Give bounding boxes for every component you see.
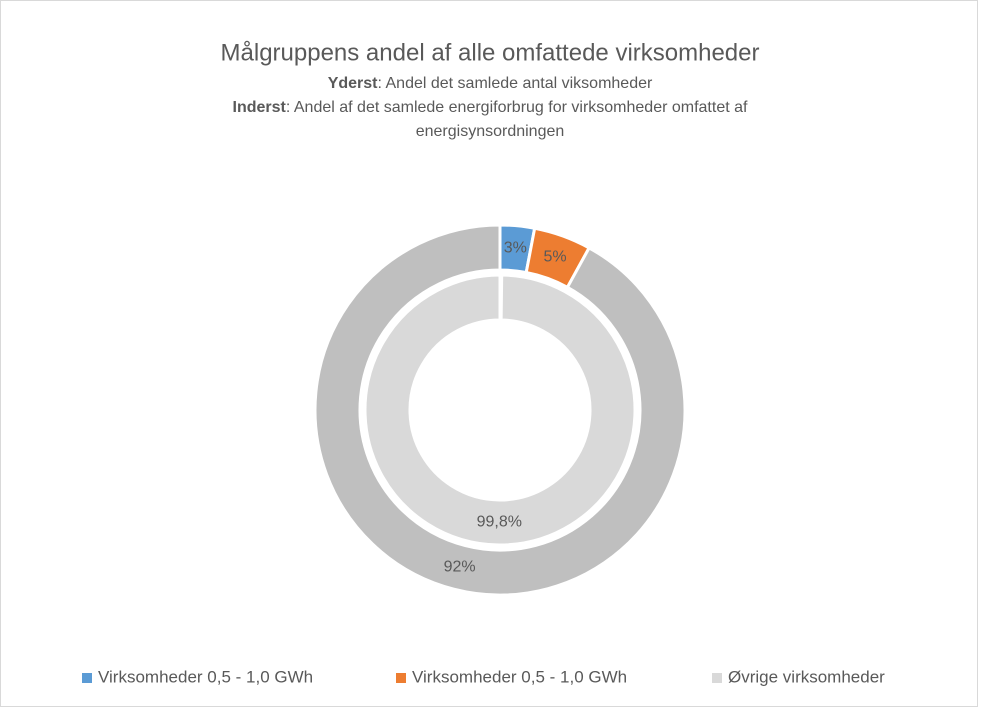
legend-label: Øvrige virksomheder xyxy=(728,667,885,686)
legend-swatch xyxy=(82,673,92,683)
chart-title: Målgruppens andel af alle omfattede virk… xyxy=(221,39,760,66)
donut-segment xyxy=(363,273,637,547)
data-label: 99,8% xyxy=(477,514,522,531)
donut-segment xyxy=(313,223,687,597)
subtitle: Yderst: Andel det samlede antal viksomhe… xyxy=(328,75,653,92)
subtitle: energisynsordningen xyxy=(416,123,565,140)
data-label: 92% xyxy=(444,559,476,576)
subtitle: Inderst: Andel af det samlede energiforb… xyxy=(233,99,748,116)
data-label: 5% xyxy=(543,248,566,265)
subtitle-text: energisynsordningen xyxy=(416,123,565,140)
subtitle-bold: Yderst xyxy=(328,75,378,92)
subtitle-text: : Andel det samlede antal viksomheder xyxy=(377,75,653,92)
legend-swatch xyxy=(712,673,722,683)
legend-label: Virksomheder 0,5 - 1,0 GWh xyxy=(98,667,313,686)
data-label: 3% xyxy=(504,239,527,256)
subtitle-text: : Andel af det samlede energiforbrug for… xyxy=(286,99,748,116)
legend-swatch xyxy=(396,673,406,683)
legend-label: Virksomheder 0,5 - 1,0 GWh xyxy=(412,667,627,686)
subtitle-bold: Inderst xyxy=(233,99,287,116)
